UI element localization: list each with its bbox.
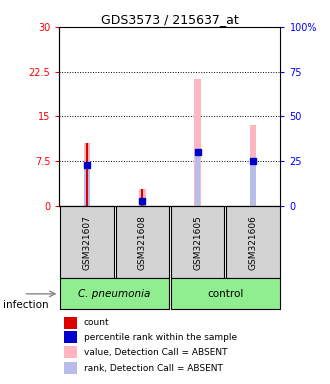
Bar xyxy=(60,278,169,309)
Text: control: control xyxy=(207,289,244,299)
Bar xyxy=(249,125,256,206)
Text: infection: infection xyxy=(3,300,49,310)
Bar xyxy=(64,316,77,329)
Bar xyxy=(64,346,77,358)
Text: GSM321605: GSM321605 xyxy=(193,215,202,270)
Bar xyxy=(84,143,90,206)
Bar xyxy=(195,152,200,206)
Text: rank, Detection Call = ABSENT: rank, Detection Call = ABSENT xyxy=(84,364,223,373)
Text: count: count xyxy=(84,318,109,327)
Text: GSM321608: GSM321608 xyxy=(138,215,147,270)
Bar xyxy=(140,201,145,206)
Text: percentile rank within the sample: percentile rank within the sample xyxy=(84,333,237,342)
Bar xyxy=(250,161,256,206)
Title: GDS3573 / 215637_at: GDS3573 / 215637_at xyxy=(101,13,239,26)
Bar xyxy=(194,79,201,206)
Text: GSM321607: GSM321607 xyxy=(82,215,91,270)
Bar xyxy=(139,189,146,206)
Text: GSM321606: GSM321606 xyxy=(248,215,257,270)
Bar xyxy=(84,165,90,206)
Bar xyxy=(60,206,114,278)
Bar xyxy=(171,206,224,278)
Text: C. pneumonia: C. pneumonia xyxy=(79,289,151,299)
Bar xyxy=(64,331,77,343)
Bar xyxy=(171,278,280,309)
Text: value, Detection Call = ABSENT: value, Detection Call = ABSENT xyxy=(84,348,227,357)
Bar xyxy=(86,143,88,206)
Bar xyxy=(226,206,280,278)
Bar xyxy=(64,362,77,374)
Bar xyxy=(115,206,169,278)
Bar xyxy=(141,189,144,206)
